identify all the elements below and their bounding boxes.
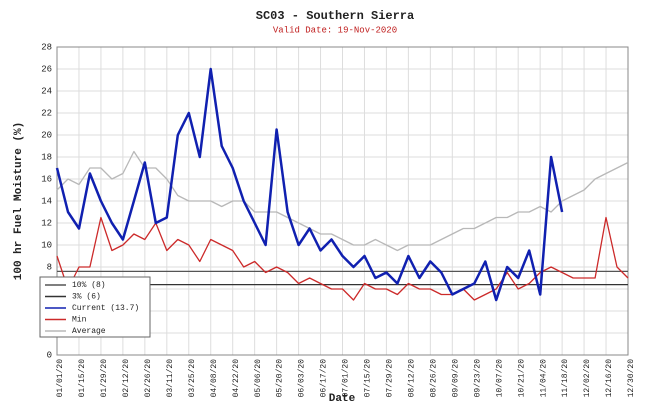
series-line [56, 150, 629, 252]
x-tick-label: 07/15/20 [364, 359, 373, 398]
chart-title: SC03 - Southern Sierra [256, 9, 414, 23]
y-tick-label: 16 [41, 174, 52, 184]
x-tick-label: 03/11/20 [166, 359, 175, 398]
y-tick-label: 18 [41, 152, 52, 162]
legend-box [39, 276, 151, 338]
y-tick-label: 20 [41, 130, 52, 140]
x-tick-label: 06/03/20 [298, 359, 307, 398]
legend-label: 3% (6) [72, 293, 101, 302]
x-tick-label: 04/08/20 [210, 359, 219, 398]
x-tick-label: 03/25/20 [188, 359, 197, 398]
legend-label: 10% (8) [72, 281, 106, 290]
y-tick-label: 24 [41, 86, 52, 96]
x-tick-label: 12/02/20 [583, 359, 592, 398]
x-tick-label: 01/29/20 [100, 359, 109, 398]
y-tick-label: 28 [41, 42, 52, 52]
chart-subtitle: Valid Date: 19-Nov-2020 [273, 25, 397, 35]
legend-label: Current (13.7) [72, 304, 139, 313]
x-tick-label: 06/17/20 [320, 359, 329, 398]
series-line [55, 67, 564, 302]
x-tick-label: 08/12/20 [407, 359, 416, 398]
x-tick-label: 11/04/20 [539, 359, 548, 398]
x-tick-label: 12/30/20 [627, 359, 636, 398]
legend-label: Min [72, 316, 87, 325]
y-tick-label: 8 [47, 262, 52, 272]
y-tick-label: 10 [41, 240, 52, 250]
x-tick-label: 10/21/20 [517, 359, 526, 398]
x-tick-label: 07/01/20 [342, 359, 351, 398]
x-tick-label: 12/16/20 [605, 359, 614, 398]
x-tick-label: 01/01/20 [56, 359, 65, 398]
series-line [56, 216, 629, 301]
x-tick-label: 04/22/20 [232, 359, 241, 398]
x-tick-label: 09/23/20 [473, 359, 482, 398]
y-tick-label: 26 [41, 64, 52, 74]
x-tick-label: 09/09/20 [451, 359, 460, 398]
plot-border [56, 46, 629, 356]
x-tick-label: 02/26/20 [144, 359, 153, 398]
x-tick-label: 05/06/20 [254, 359, 263, 398]
x-tick-label: 10/07/20 [495, 359, 504, 398]
y-tick-label: 0 [47, 350, 52, 360]
x-tick-label: 07/29/20 [386, 359, 395, 398]
y-tick-label: 14 [41, 196, 52, 206]
x-axis-label: Date [329, 393, 356, 405]
legend-label: Average [72, 327, 106, 336]
legend: 10% (8) 3% (6) Current (13.7) Min Average [39, 276, 151, 338]
x-tick-label: 05/20/20 [276, 359, 285, 398]
y-tick-label: 12 [41, 218, 52, 228]
x-tick-label: 08/26/20 [429, 359, 438, 398]
y-axis-label: 100 hr Fuel Moisture (%) [13, 122, 25, 280]
x-tick-label: 11/18/20 [561, 359, 570, 398]
y-tick-label: 22 [41, 108, 52, 118]
x-tick-label: 01/15/20 [78, 359, 87, 398]
x-tick-label: 02/12/20 [122, 359, 131, 398]
